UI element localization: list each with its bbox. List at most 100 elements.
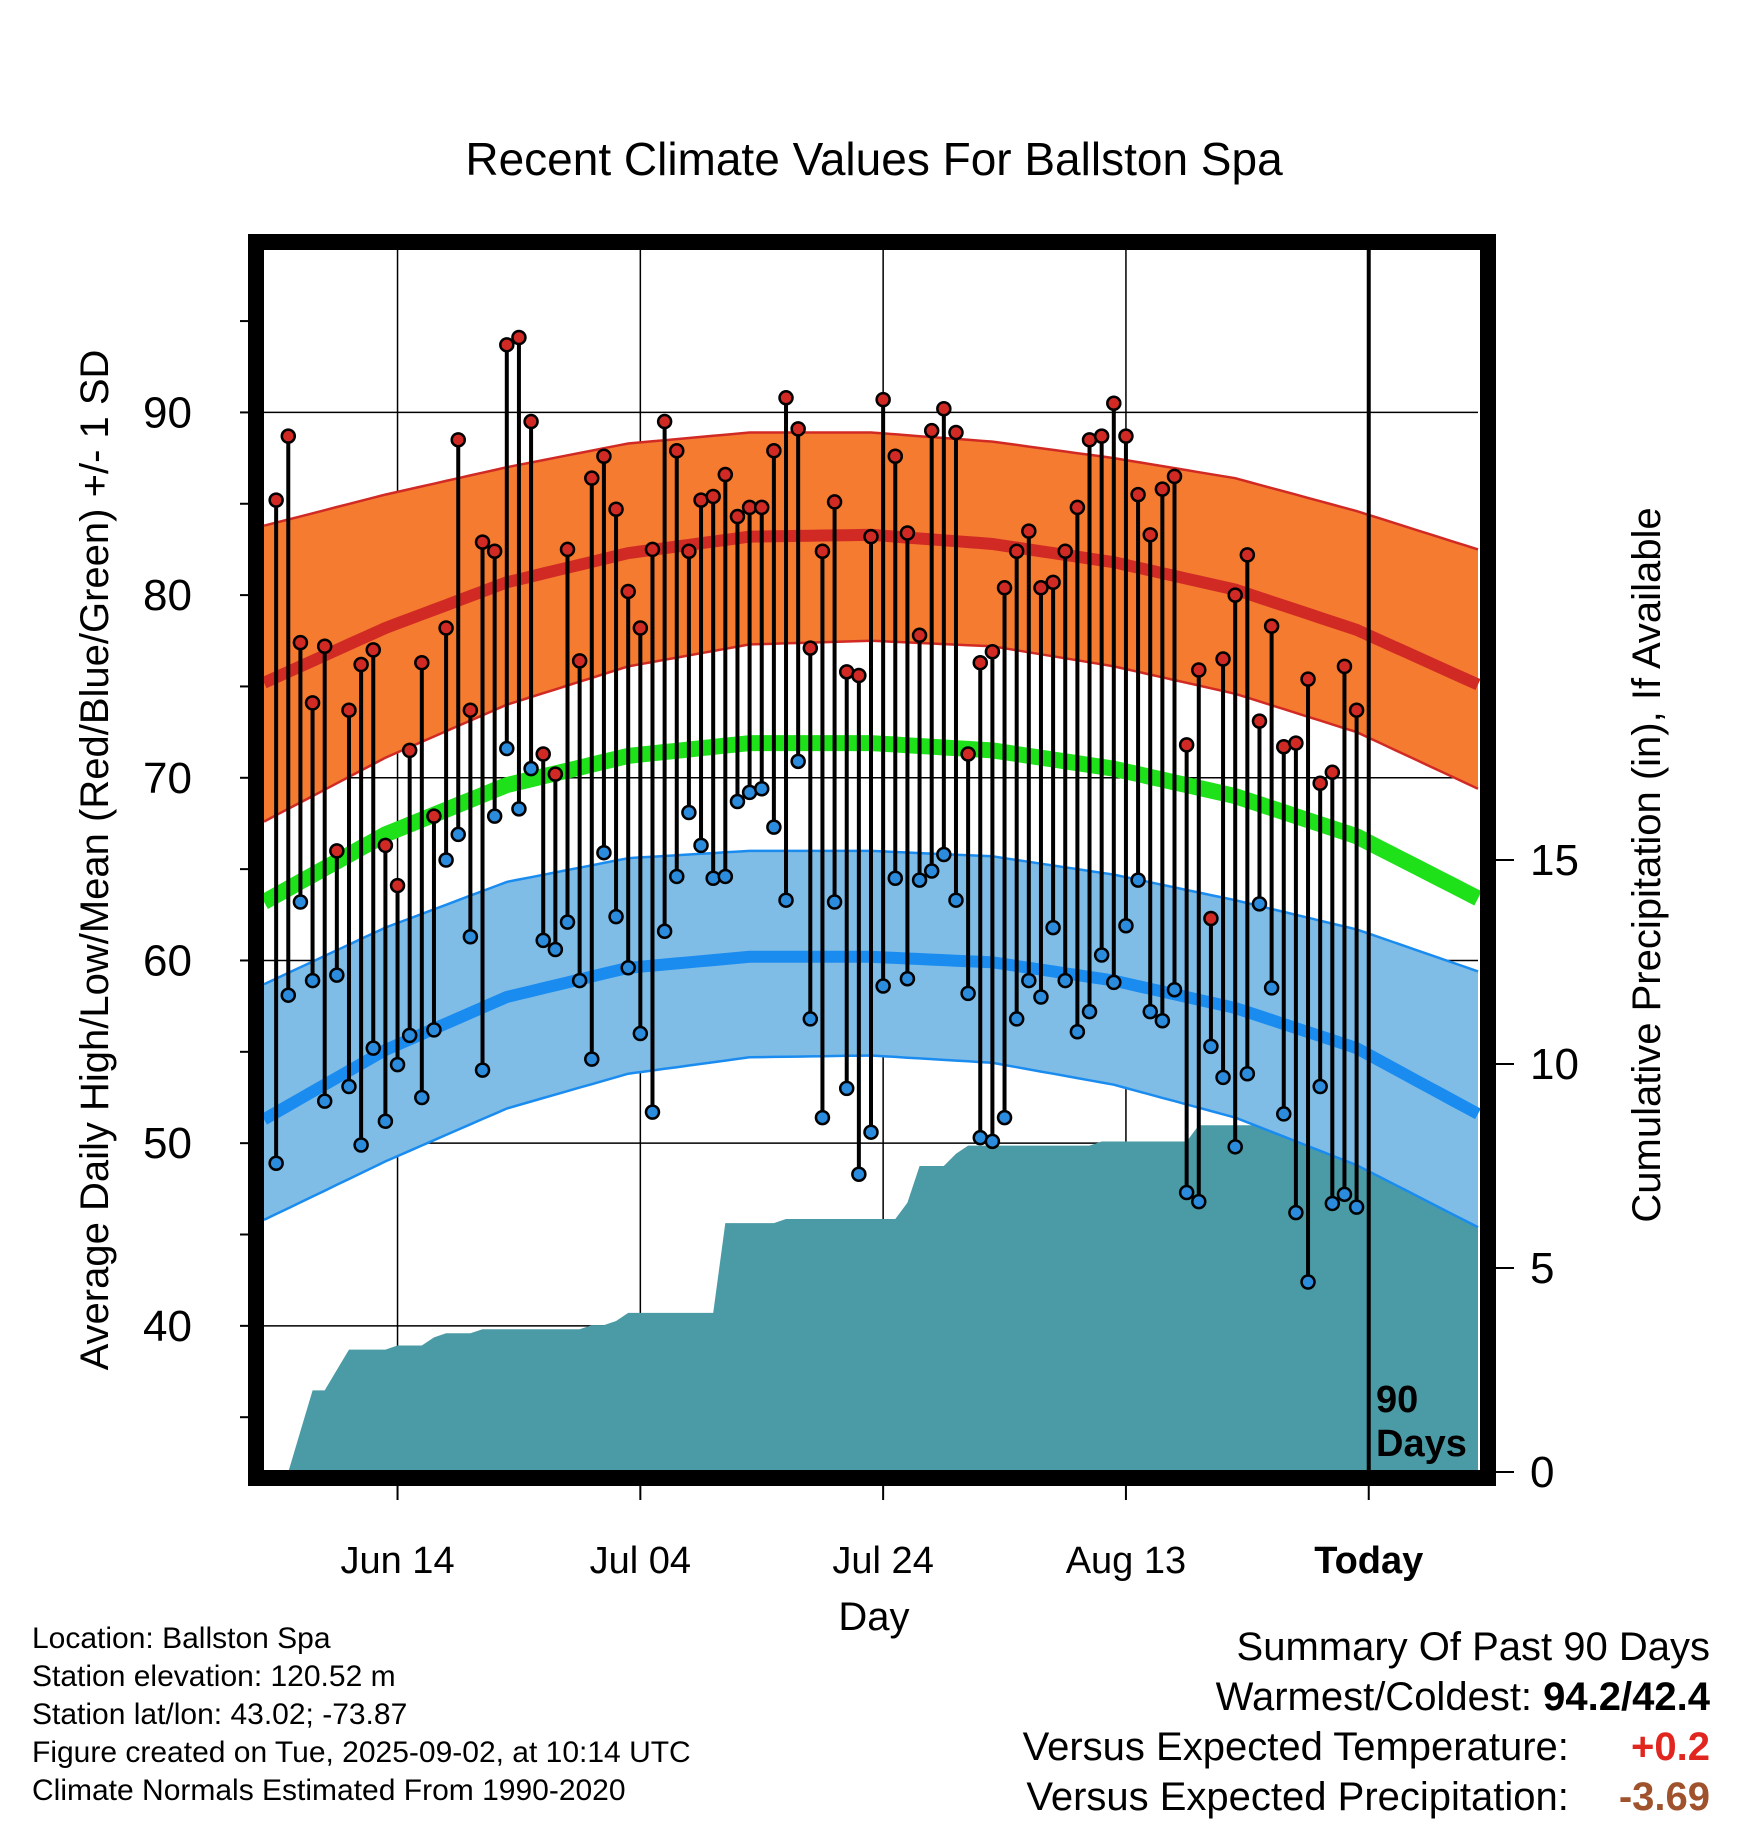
daily-high-point <box>414 654 430 671</box>
daily-low-point <box>875 978 891 994</box>
daily-high-point <box>511 329 527 346</box>
daily-high-point <box>584 470 600 486</box>
daily-low-point <box>1300 1274 1316 1290</box>
daily-high-point <box>887 448 904 465</box>
warmest-coldest-label: Warmest/Coldest: <box>1215 1675 1533 1719</box>
right-tick-label: 5 <box>1530 1244 1554 1293</box>
daily-high-point <box>474 534 491 550</box>
daily-low-point <box>802 1011 819 1027</box>
daily-high-point <box>1300 671 1316 687</box>
daily-high-point <box>802 640 819 656</box>
daily-high-point <box>1021 523 1037 539</box>
daily-low-point <box>499 740 515 757</box>
daily-high-point <box>1106 395 1122 412</box>
daily-low-point <box>1203 1038 1219 1055</box>
daily-high-point <box>1324 764 1341 781</box>
left-tick-label: 40 <box>143 1302 192 1351</box>
left-axis-label: Average Daily High/Low/Mean (Red/Blue/Gr… <box>73 350 117 1371</box>
x-tick-label: Jul 04 <box>590 1540 691 1582</box>
daily-high-point <box>948 424 964 441</box>
daily-high-point <box>681 543 697 560</box>
daily-low-point <box>438 852 454 868</box>
today-annotation-line1: 90 <box>1376 1379 1418 1421</box>
daily-high-point <box>1227 587 1243 603</box>
daily-low-point <box>535 932 551 949</box>
daily-high-point <box>620 583 636 600</box>
daily-low-point <box>450 826 466 843</box>
location-text: Location: Ballston Spa <box>32 1622 331 1655</box>
daily-high-point <box>814 543 831 560</box>
daily-high-point <box>559 541 576 558</box>
daily-low-point <box>523 760 539 777</box>
daily-high-point <box>1118 428 1134 444</box>
daily-high-point <box>1203 910 1219 927</box>
daily-high-point <box>753 499 770 516</box>
daily-high-point <box>644 541 661 558</box>
daily-low-point <box>1336 1186 1353 1203</box>
chart-title: Recent Climate Values For Ballston Spa <box>465 133 1283 185</box>
daily-low-point <box>681 804 697 821</box>
daily-low-point <box>316 1093 333 1109</box>
latlon-text: Station lat/lon: 43.02; -73.87 <box>32 1698 408 1731</box>
daily-high-point <box>729 508 746 525</box>
daily-high-point <box>717 466 734 483</box>
daily-low-point <box>1069 1023 1086 1040</box>
daily-high-point <box>535 746 551 762</box>
daily-high-point <box>863 528 879 545</box>
daily-low-point <box>486 808 503 824</box>
daily-low-point <box>389 1056 406 1073</box>
daily-low-point <box>851 1166 867 1182</box>
daily-low-point <box>936 846 952 863</box>
left-tick-label: 70 <box>143 754 192 803</box>
daily-high-point <box>936 401 952 417</box>
daily-low-point <box>1033 989 1049 1005</box>
x-tick-label: Jul 24 <box>832 1540 933 1582</box>
daily-high-point <box>499 337 515 353</box>
daily-high-point <box>1045 574 1061 591</box>
daily-high-point <box>899 525 916 541</box>
daily-low-point <box>268 1155 284 1172</box>
daily-high-point <box>1336 658 1353 675</box>
daily-high-point <box>972 654 989 671</box>
daily-low-point <box>838 1080 855 1097</box>
daily-low-point <box>365 1040 382 1056</box>
daily-low-point <box>1008 1011 1025 1027</box>
daily-low-point <box>778 892 794 908</box>
daily-low-point <box>1312 1078 1328 1095</box>
daily-low-point <box>693 837 709 854</box>
daily-high-point <box>875 391 891 408</box>
daily-low-point <box>414 1089 430 1106</box>
daily-low-point <box>1324 1195 1341 1212</box>
daily-high-point <box>1130 486 1146 503</box>
daily-low-point <box>814 1109 831 1126</box>
daily-low-point <box>474 1062 491 1078</box>
daily-low-point <box>984 1133 1001 1150</box>
daily-low-point <box>511 801 527 817</box>
daily-low-point <box>1215 1069 1231 1086</box>
daily-low-point <box>1142 1003 1158 1020</box>
daily-low-point <box>717 868 734 885</box>
daily-low-point <box>1154 1013 1171 1029</box>
daily-high-point <box>401 742 418 759</box>
daily-low-point <box>292 894 309 910</box>
daily-low-point <box>753 781 770 797</box>
summary-panel: Summary Of Past 90 Days Warmest/Coldest:… <box>1023 1622 1710 1822</box>
daily-high-point <box>608 501 624 517</box>
daily-low-point <box>1191 1193 1207 1210</box>
daily-high-point <box>1239 547 1256 563</box>
daily-high-point <box>304 695 321 711</box>
x-tick-label: Jun 14 <box>340 1540 454 1582</box>
daily-low-point <box>426 1022 442 1038</box>
daily-low-point <box>729 793 746 810</box>
daily-low-point <box>620 960 636 976</box>
daily-high-point <box>851 667 867 684</box>
daily-low-point <box>656 923 673 939</box>
daily-high-point <box>705 488 721 505</box>
daily-low-point <box>353 1137 369 1153</box>
daily-high-point <box>1191 662 1207 678</box>
daily-low-point <box>923 863 940 879</box>
precip-anomaly-label: Versus Expected Precipitation: <box>1026 1775 1569 1819</box>
daily-high-point <box>1057 543 1073 560</box>
daily-high-point <box>450 432 466 448</box>
daily-high-point <box>389 877 406 894</box>
